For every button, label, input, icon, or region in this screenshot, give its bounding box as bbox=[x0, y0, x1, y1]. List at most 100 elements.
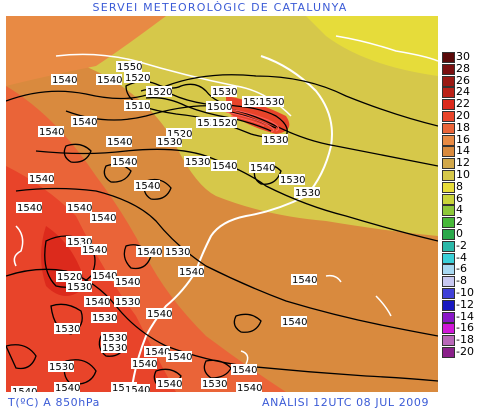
contour-label: 1530 bbox=[258, 96, 284, 108]
contour-label: 1530 bbox=[196, 117, 222, 129]
legend-row: -12 bbox=[442, 297, 484, 311]
contour-label-text: 1540 bbox=[250, 163, 275, 174]
contour-label-text: 1540 bbox=[282, 317, 307, 328]
contour-label-text: 1540 bbox=[92, 271, 117, 282]
border-north bbox=[335, 35, 438, 62]
legend-row: -4 bbox=[442, 250, 484, 264]
legend-label: 0 bbox=[456, 227, 463, 240]
legend-label: -18 bbox=[456, 333, 474, 347]
legend-label: 12 bbox=[456, 156, 470, 170]
contour-label-text: 1540 bbox=[147, 309, 172, 320]
contour-label: 1540 bbox=[28, 173, 54, 185]
contour-label: 1540 bbox=[249, 162, 275, 174]
contour-label: 1500 bbox=[206, 101, 232, 113]
legend-label: -4 bbox=[456, 250, 467, 264]
contour-label-text: 1540 bbox=[91, 213, 116, 224]
contour-label: 1530 bbox=[294, 187, 320, 199]
legend-row: 8 bbox=[442, 180, 484, 193]
legend-swatch bbox=[442, 111, 455, 122]
contour-label: 1550 bbox=[116, 61, 142, 73]
contour-label-text: 1530 bbox=[67, 282, 92, 293]
contour-label-text: 1530 bbox=[157, 137, 182, 148]
border-france-spain bbox=[55, 53, 292, 117]
legend-swatch bbox=[442, 264, 455, 276]
legend-swatch bbox=[442, 170, 455, 181]
contour-label: 1540 bbox=[114, 276, 140, 288]
island-mallorca bbox=[375, 295, 392, 317]
legend-swatch bbox=[442, 347, 455, 358]
contour-label-text: 1520 bbox=[167, 129, 192, 140]
legend-row: 10 bbox=[442, 168, 484, 181]
legend-label: -14 bbox=[456, 309, 474, 323]
contour-label: 1520 bbox=[124, 72, 150, 84]
legend-row: -8 bbox=[442, 274, 484, 288]
contour-label: 1530 bbox=[54, 323, 80, 335]
contour-label-text: 1530 bbox=[259, 97, 284, 108]
legend-row: -16 bbox=[442, 321, 484, 335]
legend-row: 24 bbox=[442, 85, 484, 99]
contour-label: 1540 bbox=[111, 156, 137, 168]
contour-label: 1530 bbox=[156, 136, 182, 148]
legend-label: 6 bbox=[456, 191, 463, 205]
contour-label: 1530 bbox=[262, 134, 288, 146]
legend-swatch bbox=[442, 288, 455, 299]
contour-label: 1510 bbox=[124, 100, 150, 112]
legend-swatch bbox=[442, 217, 455, 229]
legend-label: -20 bbox=[456, 345, 474, 358]
contour-label-text: 1530 bbox=[185, 157, 210, 168]
legend-row: 0 bbox=[442, 227, 484, 240]
legend-row: 16 bbox=[442, 132, 484, 146]
contour-label: 1540 bbox=[106, 136, 132, 148]
contour-label-text: 1520 bbox=[125, 73, 150, 84]
contour-label-text: 1540 bbox=[137, 247, 162, 258]
contour-label-text: 1540 bbox=[17, 203, 42, 214]
contour-label-text: 1540 bbox=[52, 75, 77, 86]
contour-label-text: 1540 bbox=[72, 117, 97, 128]
legend-row: -10 bbox=[442, 286, 484, 299]
contour-label: 1540 bbox=[178, 266, 204, 278]
contour-label-text: 1530 bbox=[212, 87, 237, 98]
legend-label: 20 bbox=[456, 109, 470, 122]
legend-label: -12 bbox=[456, 297, 474, 311]
contour-label-text: 1550 bbox=[117, 62, 142, 73]
island-minorca bbox=[325, 274, 342, 283]
contour-label: 1540 bbox=[236, 382, 262, 392]
contour-label-text: 1540 bbox=[167, 352, 192, 363]
contour-label: 1540 bbox=[136, 246, 162, 258]
legend-swatch bbox=[442, 63, 455, 75]
contour-label-text: 1530 bbox=[102, 333, 127, 344]
contour-label: 1540 bbox=[281, 316, 307, 328]
legend-swatch bbox=[442, 158, 455, 170]
contour-label: 1530 bbox=[91, 312, 117, 324]
contour-label: 1540 bbox=[144, 346, 170, 358]
border-west bbox=[13, 225, 24, 267]
contour-label-text: 1500 bbox=[207, 102, 232, 113]
legend-row: 30 bbox=[442, 50, 484, 63]
contour-label: 1540 bbox=[91, 270, 117, 282]
contour-label: 1530 bbox=[279, 174, 305, 186]
legend-swatch bbox=[442, 240, 455, 252]
legend-swatch bbox=[442, 87, 455, 99]
contour-label-text: 1540 bbox=[97, 75, 122, 86]
field-14-south bbox=[292, 256, 438, 392]
legend-label: 16 bbox=[456, 132, 470, 146]
contour-label-text: 1540 bbox=[125, 385, 150, 392]
contour-label-text: 1540 bbox=[292, 275, 317, 286]
legend-label: 2 bbox=[456, 215, 463, 229]
contour-label: 1540 bbox=[146, 308, 172, 320]
legend-swatch bbox=[442, 276, 455, 288]
contour-label-text: 1530 bbox=[202, 379, 227, 390]
legend-row: -18 bbox=[442, 333, 484, 347]
legend-row: 2 bbox=[442, 215, 484, 229]
contour-label-text: 1540 bbox=[39, 127, 64, 138]
legend-swatch bbox=[442, 299, 455, 311]
legend-label: 22 bbox=[456, 97, 470, 111]
legend-row: 26 bbox=[442, 74, 484, 87]
contour-label-text: 1520 bbox=[147, 87, 172, 98]
contour-label-text: 1530 bbox=[49, 362, 74, 373]
contour-label-text: 1540 bbox=[135, 181, 160, 192]
contour-label: 1530 bbox=[48, 361, 74, 373]
contour-label-text: 1540 bbox=[232, 365, 257, 376]
contour-label: 1530 bbox=[201, 378, 227, 390]
